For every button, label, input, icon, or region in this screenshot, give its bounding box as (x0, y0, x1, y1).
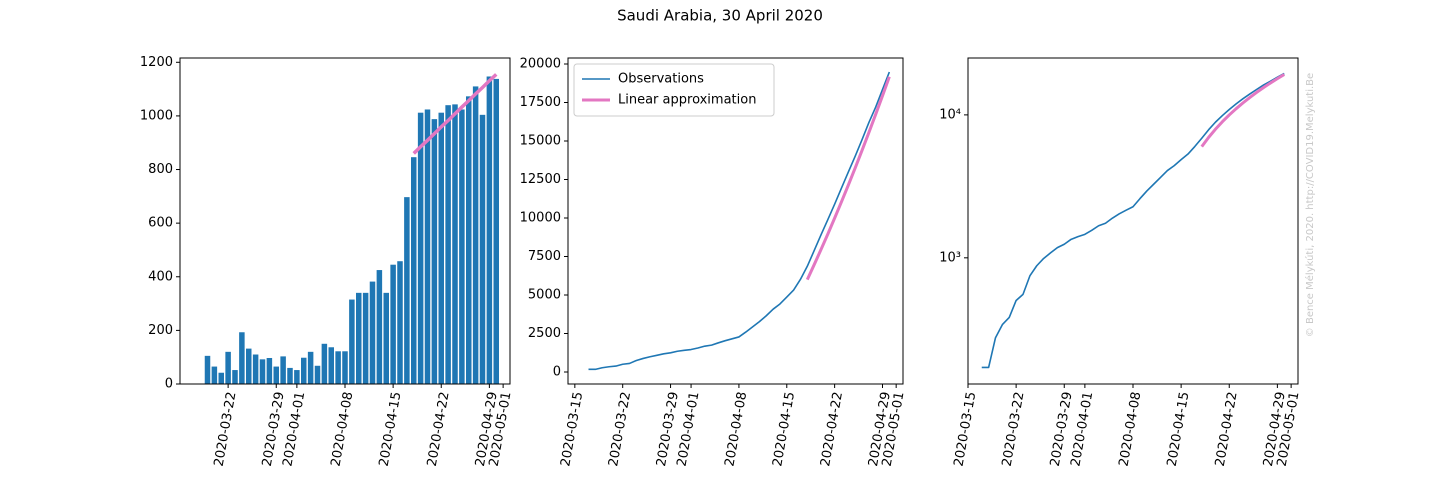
bar (273, 366, 279, 384)
bar (397, 261, 403, 384)
y-tick-label: 20000 (520, 57, 561, 72)
bar (486, 76, 493, 384)
y-tick-label: 15000 (520, 134, 561, 149)
bar (204, 355, 211, 384)
y-tick-label: 0 (165, 377, 173, 392)
line (412, 73, 498, 155)
bar (239, 332, 245, 384)
bar (314, 365, 321, 384)
bar (438, 112, 444, 384)
bar (479, 114, 486, 385)
bar (342, 351, 348, 384)
bar (493, 78, 499, 384)
y-tick-label: 1000 (140, 108, 173, 123)
bar (287, 367, 293, 384)
y-tick-label: 400 (148, 269, 173, 284)
legend-label: Linear approximation (618, 93, 756, 108)
bar (431, 119, 438, 384)
line (981, 72, 1285, 369)
bar (246, 348, 252, 384)
bar (225, 351, 231, 384)
bar (321, 343, 328, 384)
y-tick-label: 10⁴ (939, 107, 961, 122)
y-tick-label: 800 (148, 162, 173, 177)
bar (259, 359, 266, 384)
legend-box (573, 63, 775, 117)
bar (472, 86, 479, 385)
bar (411, 157, 417, 384)
axes-frame (967, 57, 1299, 385)
bar (459, 109, 465, 384)
bar (328, 347, 334, 384)
bar (252, 354, 259, 384)
figure-title: Saudi Arabia, 30 April 2020 (617, 7, 823, 25)
line (805, 76, 891, 281)
bar (349, 299, 355, 384)
bar (383, 292, 389, 384)
bar (404, 197, 410, 384)
watermark: © Bence Mélykúti, 2020. http://COVID19.M… (1304, 73, 1316, 337)
y-tick-label: 12500 (520, 172, 561, 187)
y-tick-label: 10³ (939, 250, 961, 265)
bar (424, 109, 431, 384)
y-tick-label: 5000 (528, 287, 561, 302)
bar (466, 96, 472, 385)
axes-frame (567, 57, 904, 385)
bar (307, 351, 314, 384)
bar (301, 357, 307, 384)
y-tick-label: 200 (148, 323, 173, 338)
y-tick-label: 2500 (528, 326, 561, 341)
bar (280, 356, 286, 384)
y-tick-label: 0 (553, 364, 561, 379)
bar (369, 281, 376, 384)
bar (452, 104, 458, 384)
line (1200, 73, 1286, 148)
bar (417, 112, 424, 384)
bar (356, 292, 362, 384)
bar (218, 372, 224, 384)
bar (211, 366, 218, 384)
bar (445, 105, 451, 385)
y-tick-label: 17500 (520, 95, 561, 110)
bar (335, 351, 341, 384)
bar (232, 370, 238, 384)
bar (362, 292, 369, 384)
bar (390, 264, 396, 384)
y-tick-label: 10000 (520, 210, 561, 225)
y-tick-label: 7500 (528, 249, 561, 264)
bar (266, 357, 273, 384)
axes-frame (179, 57, 511, 385)
bar (376, 270, 383, 384)
y-tick-label: 1200 (140, 55, 173, 70)
bar (294, 370, 300, 384)
y-tick-label: 600 (148, 216, 173, 231)
line (588, 71, 891, 371)
legend-label: Observations (618, 72, 704, 87)
